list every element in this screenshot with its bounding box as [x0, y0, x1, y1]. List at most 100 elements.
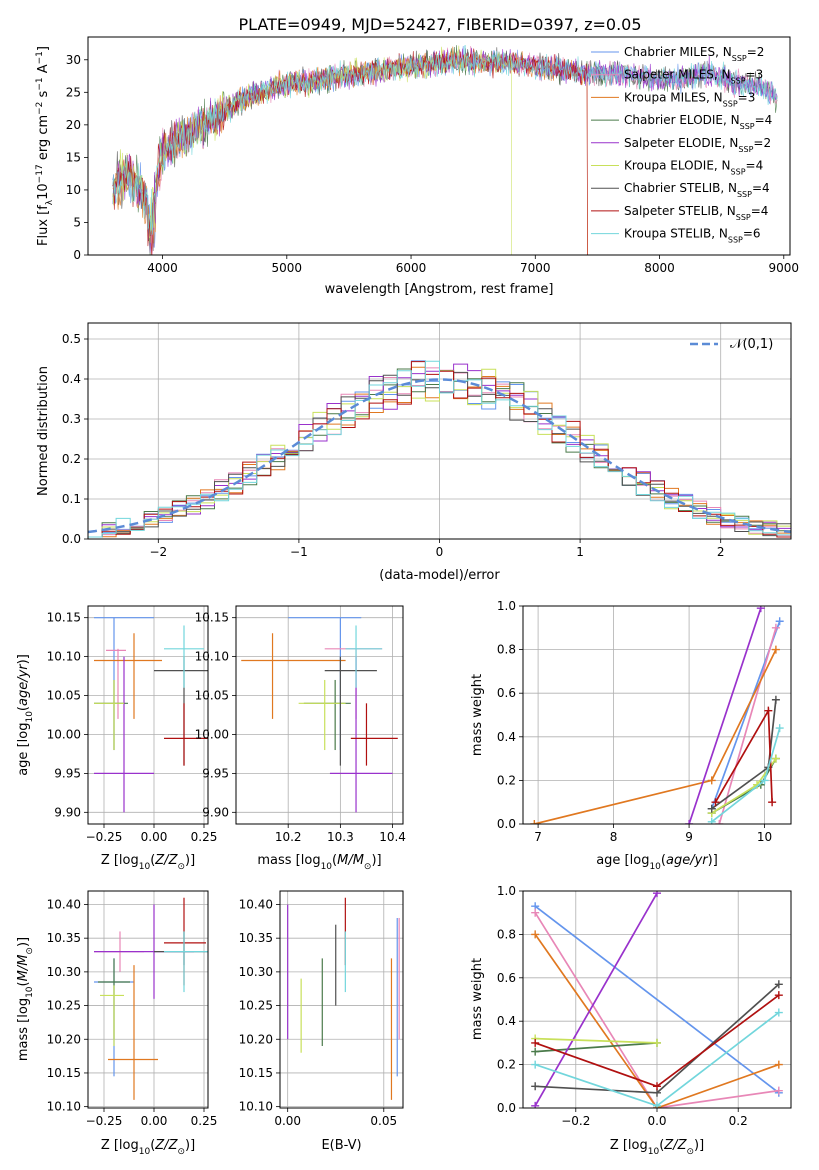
- tick-label-x: −2: [149, 545, 167, 559]
- plot-area: [530, 606, 784, 824]
- tick-label-y: 10: [66, 183, 81, 197]
- tick-label-y: 9.95: [202, 766, 229, 780]
- tick-label-x: 5000: [272, 261, 303, 275]
- tick-label-y: 5: [73, 215, 81, 229]
- massweight-vs-age-ylabel: mass weight: [470, 674, 485, 756]
- tick-label-y: 10.00: [47, 727, 81, 741]
- tick-label-x: 9000: [769, 261, 800, 275]
- tick-label-y: 10.35: [47, 931, 81, 945]
- tick-label-x: 0.00: [141, 830, 168, 844]
- tick-label-y: 10.10: [47, 650, 81, 664]
- series-line-1: [534, 905, 780, 1094]
- massweight-vs-Z-ylabel: mass weight: [470, 958, 485, 1040]
- residuals-ylabel: Normed distribution: [36, 366, 51, 496]
- tick-label-x: 8000: [644, 261, 675, 275]
- tick-label-y: 25: [66, 85, 81, 99]
- tick-label-y: 10.00: [195, 727, 229, 741]
- tick-label-y: 10.25: [47, 999, 81, 1013]
- tick-label-y: 0.4: [62, 372, 81, 386]
- series-line-2: [534, 912, 779, 1108]
- series-marker: [531, 908, 540, 917]
- massweight-vs-Z-panel: −0.2 0.0 0.2 0.0 0.2 0.4 0.6 0.8 1.0: [497, 884, 792, 1128]
- tick-label-x: 2: [717, 545, 725, 559]
- spectrum-ylabel: Flux [fλ10−17 erg cm−2 s−1 A−1]: [35, 46, 55, 246]
- tick-label-y: 30: [66, 53, 81, 67]
- tick-label-y: 10.05: [195, 689, 229, 703]
- tick-label-y: 0.8: [497, 927, 516, 941]
- tick-label-x: 0.00: [141, 1114, 168, 1128]
- tick-label-y: 0.6: [497, 971, 516, 985]
- tick-label-x: 0.05: [370, 1114, 397, 1128]
- series-marker: [774, 1060, 783, 1069]
- tick-label-y: 0.0: [497, 817, 516, 831]
- tick-label-x: 0: [436, 545, 444, 559]
- mass-vs-ebv-panel: 0.00 0.05 10.10 10.15 10.20 10.25 10.30 10.35 10…: [239, 890, 404, 1128]
- series-line-2: [718, 627, 777, 824]
- tick-label-y: 0.6: [497, 686, 516, 700]
- tick-label-x: 0.25: [191, 830, 218, 844]
- series-marker: [707, 776, 716, 785]
- residuals-panel: −2 −1 0 1 2 0.0 0.1 0.2 0.3 0.4 0.5: [62, 322, 792, 559]
- figure-title: PLATE=0949, MJD=52427, FIBERID=0397, z=0…: [238, 15, 641, 34]
- massweight-vs-Z-xlabel: Z [log10(Z/Z⊙)]: [610, 1138, 704, 1157]
- mass-vs-Z-panel: −0.25 0.00 0.25 10.10 10.15 10.20 10.25 10.30 10…: [47, 890, 218, 1128]
- legend-entry: Kroupa ELODIE, NSSP=4: [624, 159, 763, 177]
- legend-entry: Kroupa MILES, NSSP=3: [624, 90, 755, 108]
- tick-label-y: 10.40: [239, 897, 273, 911]
- tick-label-y: 15: [66, 150, 81, 164]
- plot-area: [94, 897, 208, 1100]
- tick-label-y: 10.15: [47, 1066, 81, 1080]
- tick-label-y: 9.90: [54, 805, 81, 819]
- series-marker: [653, 1082, 661, 1091]
- series-marker: [653, 1101, 661, 1108]
- tick-label-x: 0.00: [274, 1114, 301, 1128]
- series-marker: [685, 820, 694, 824]
- series-marker: [771, 754, 780, 763]
- tick-label-x: −0.2: [561, 1114, 590, 1128]
- tick-label-y: 0.2: [62, 452, 81, 466]
- tick-label-y: 10.10: [239, 1100, 273, 1114]
- series-marker: [760, 776, 769, 785]
- residuals-xlabel: (data-model)/error: [379, 568, 500, 583]
- series-marker: [530, 820, 539, 824]
- series-marker: [774, 1086, 783, 1095]
- tick-label-x: 9: [685, 830, 693, 844]
- series-marker: [775, 617, 784, 626]
- tick-label-y: 10.15: [239, 1066, 273, 1080]
- tick-label-y: 9.95: [54, 766, 81, 780]
- axes-frame: [279, 890, 404, 1109]
- series-marker: [715, 820, 724, 824]
- series-marker: [775, 724, 784, 733]
- tick-label-y: 1.0: [497, 884, 516, 898]
- spectrum-panel: 4000 5000 6000 7000 8000 9000 0 5 10 15 20 25 30: [66, 36, 800, 275]
- tick-label-y: 0: [73, 248, 81, 262]
- massweight-vs-age-xlabel: age [log10(age/yr)]: [596, 853, 718, 872]
- tick-label-y: 20: [66, 118, 81, 132]
- series-marker: [774, 980, 783, 989]
- axes-frame: [87, 36, 791, 256]
- age-vs-Z-ylabel: age [log10(age/yr)]: [16, 654, 35, 776]
- plot-area: [94, 617, 208, 813]
- mass-vs-ebv-xlabel: E(B-V): [321, 1138, 361, 1153]
- series-marker: [756, 606, 765, 613]
- spectrum-line-9: [112, 45, 778, 236]
- tick-label-y: 0.1: [62, 492, 81, 506]
- tick-label-x: 10: [757, 830, 772, 844]
- tick-label-x: 7: [534, 830, 542, 844]
- legend-entry: Salpeter ELODIE, NSSP=2: [624, 136, 771, 154]
- plot-area: [88, 360, 791, 539]
- legend-entry: Chabrier ELODIE, NSSP=4: [624, 113, 772, 131]
- tick-label-y: 0.0: [497, 1101, 516, 1115]
- tick-label-x: 0.25: [191, 1114, 218, 1128]
- age-vs-mass-panel: 10.2 10.3 10.4 9.90 9.95 10.00 10.05 10.10 10.15: [195, 605, 406, 844]
- axes-frame: [235, 605, 404, 825]
- series-marker: [774, 991, 783, 1000]
- series-marker: [774, 1008, 783, 1017]
- series-line-3: [534, 933, 780, 1108]
- tick-label-y: 0.8: [497, 643, 516, 657]
- series-marker: [653, 1038, 661, 1047]
- tick-label-x: 10.3: [327, 830, 354, 844]
- tick-label-y: 10.30: [239, 965, 273, 979]
- series-marker: [531, 1060, 540, 1069]
